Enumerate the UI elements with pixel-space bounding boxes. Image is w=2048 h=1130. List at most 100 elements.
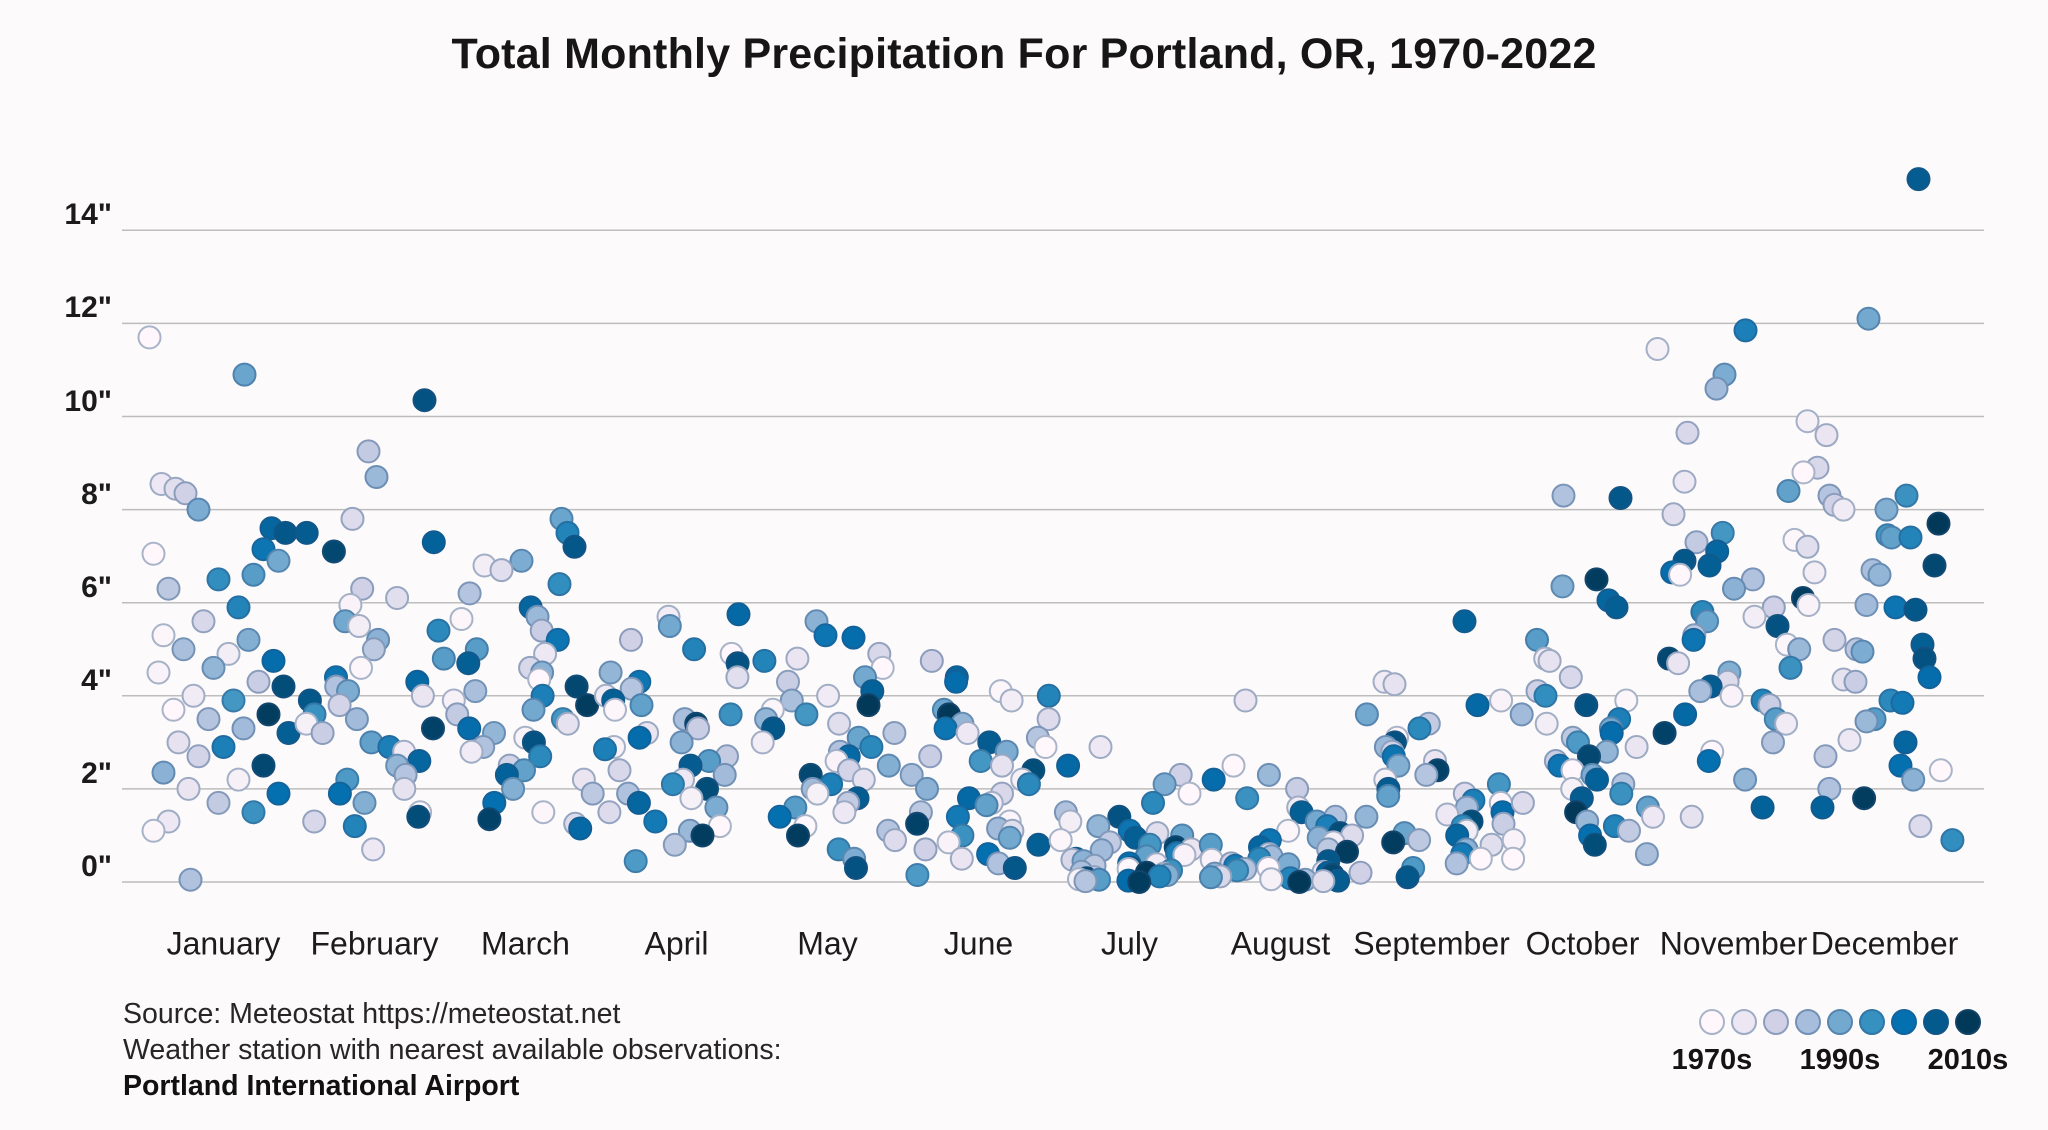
- data-point: [968, 749, 993, 773]
- data-point: [827, 711, 852, 736]
- data-point: [1407, 828, 1432, 853]
- legend-swatch: [1923, 1009, 1949, 1035]
- data-point: [1201, 767, 1226, 792]
- x-month-label: March: [481, 925, 570, 962]
- data-point: [392, 776, 417, 801]
- source-line-3-station: Portland International Airport: [123, 1070, 520, 1102]
- data-point: [1672, 469, 1697, 494]
- data-point: [171, 637, 196, 662]
- data-point: [832, 800, 857, 825]
- data-point: [1917, 665, 1942, 690]
- data-point: [1381, 830, 1406, 855]
- y-tick-label: 14": [64, 198, 112, 232]
- data-point: [1774, 711, 1799, 736]
- data-point: [690, 823, 715, 848]
- data-point: [686, 716, 711, 741]
- data-point: [421, 530, 446, 555]
- data-point: [899, 762, 924, 787]
- data-point: [1928, 758, 1953, 783]
- data-point: [657, 614, 682, 638]
- x-month-label: August: [1230, 925, 1331, 962]
- y-tick-label: 0": [81, 850, 112, 883]
- data-point: [794, 702, 819, 727]
- data-point: [410, 683, 435, 708]
- data-point: [321, 539, 346, 564]
- data-point: [251, 753, 276, 778]
- data-point: [805, 781, 830, 806]
- data-point: [883, 828, 907, 853]
- data-point: [626, 790, 651, 815]
- data-point: [426, 618, 451, 643]
- data-point: [1634, 842, 1659, 867]
- data-point: [241, 562, 266, 587]
- data-point: [178, 867, 203, 892]
- legend-swatch: [1795, 1009, 1821, 1035]
- data-point: [1058, 809, 1083, 834]
- data-point: [1608, 486, 1633, 510]
- legend-swatch: [1859, 1009, 1885, 1035]
- data-point: [1802, 560, 1827, 585]
- data-point: [1395, 865, 1420, 890]
- data-point: [682, 637, 707, 662]
- data-point: [226, 595, 251, 620]
- data-point: [528, 744, 553, 769]
- data-point: [151, 623, 176, 648]
- data-point: [361, 637, 386, 662]
- data-point: [1026, 832, 1051, 857]
- data-point: [1468, 846, 1493, 871]
- x-month-label: November: [1659, 925, 1808, 962]
- data-point: [1661, 502, 1686, 527]
- data-point: [816, 683, 841, 708]
- data-point: [361, 837, 386, 862]
- data-point: [1221, 753, 1246, 778]
- data-point: [385, 586, 410, 610]
- data-point: [531, 800, 556, 825]
- data-point: [1874, 497, 1899, 522]
- data-point: [1854, 593, 1879, 617]
- data-point: [1898, 525, 1923, 550]
- data-point: [273, 520, 298, 545]
- data-point: [1843, 669, 1868, 694]
- data-point: [619, 627, 643, 652]
- data-point: [997, 825, 1022, 850]
- data-point: [1414, 762, 1439, 787]
- data-point: [151, 760, 176, 785]
- data-point: [1856, 306, 1881, 331]
- data-point: [712, 762, 737, 787]
- data-point: [1926, 511, 1951, 536]
- data-point: [509, 548, 534, 573]
- data-point: [457, 716, 482, 741]
- data-point: [1940, 828, 1965, 853]
- data-point: [1850, 639, 1875, 664]
- data-point: [1903, 597, 1928, 622]
- data-point: [1776, 479, 1801, 503]
- data-point: [1152, 772, 1177, 797]
- data-point: [813, 623, 838, 648]
- data-point: [1684, 530, 1709, 555]
- data-point: [1533, 683, 1558, 708]
- data-point: [915, 776, 939, 801]
- data-point: [1056, 753, 1081, 778]
- data-point: [261, 648, 286, 673]
- y-tick-label: 8": [81, 477, 112, 511]
- data-point: [568, 816, 593, 841]
- data-point: [226, 767, 251, 792]
- data-point: [327, 693, 352, 718]
- data-point: [662, 832, 687, 857]
- data-point: [457, 581, 482, 606]
- legend-swatch: [1891, 1009, 1917, 1035]
- data-point: [643, 809, 668, 834]
- data-point: [1733, 318, 1758, 343]
- data-point: [1894, 483, 1919, 508]
- data-point: [752, 648, 777, 673]
- data-point: [294, 520, 319, 545]
- data-point: [1609, 781, 1634, 806]
- data-point: [456, 651, 481, 676]
- data-point: [1854, 709, 1879, 734]
- data-point: [1696, 749, 1721, 773]
- data-point: [1407, 716, 1432, 741]
- data-point: [186, 744, 211, 769]
- data-point: [786, 823, 810, 848]
